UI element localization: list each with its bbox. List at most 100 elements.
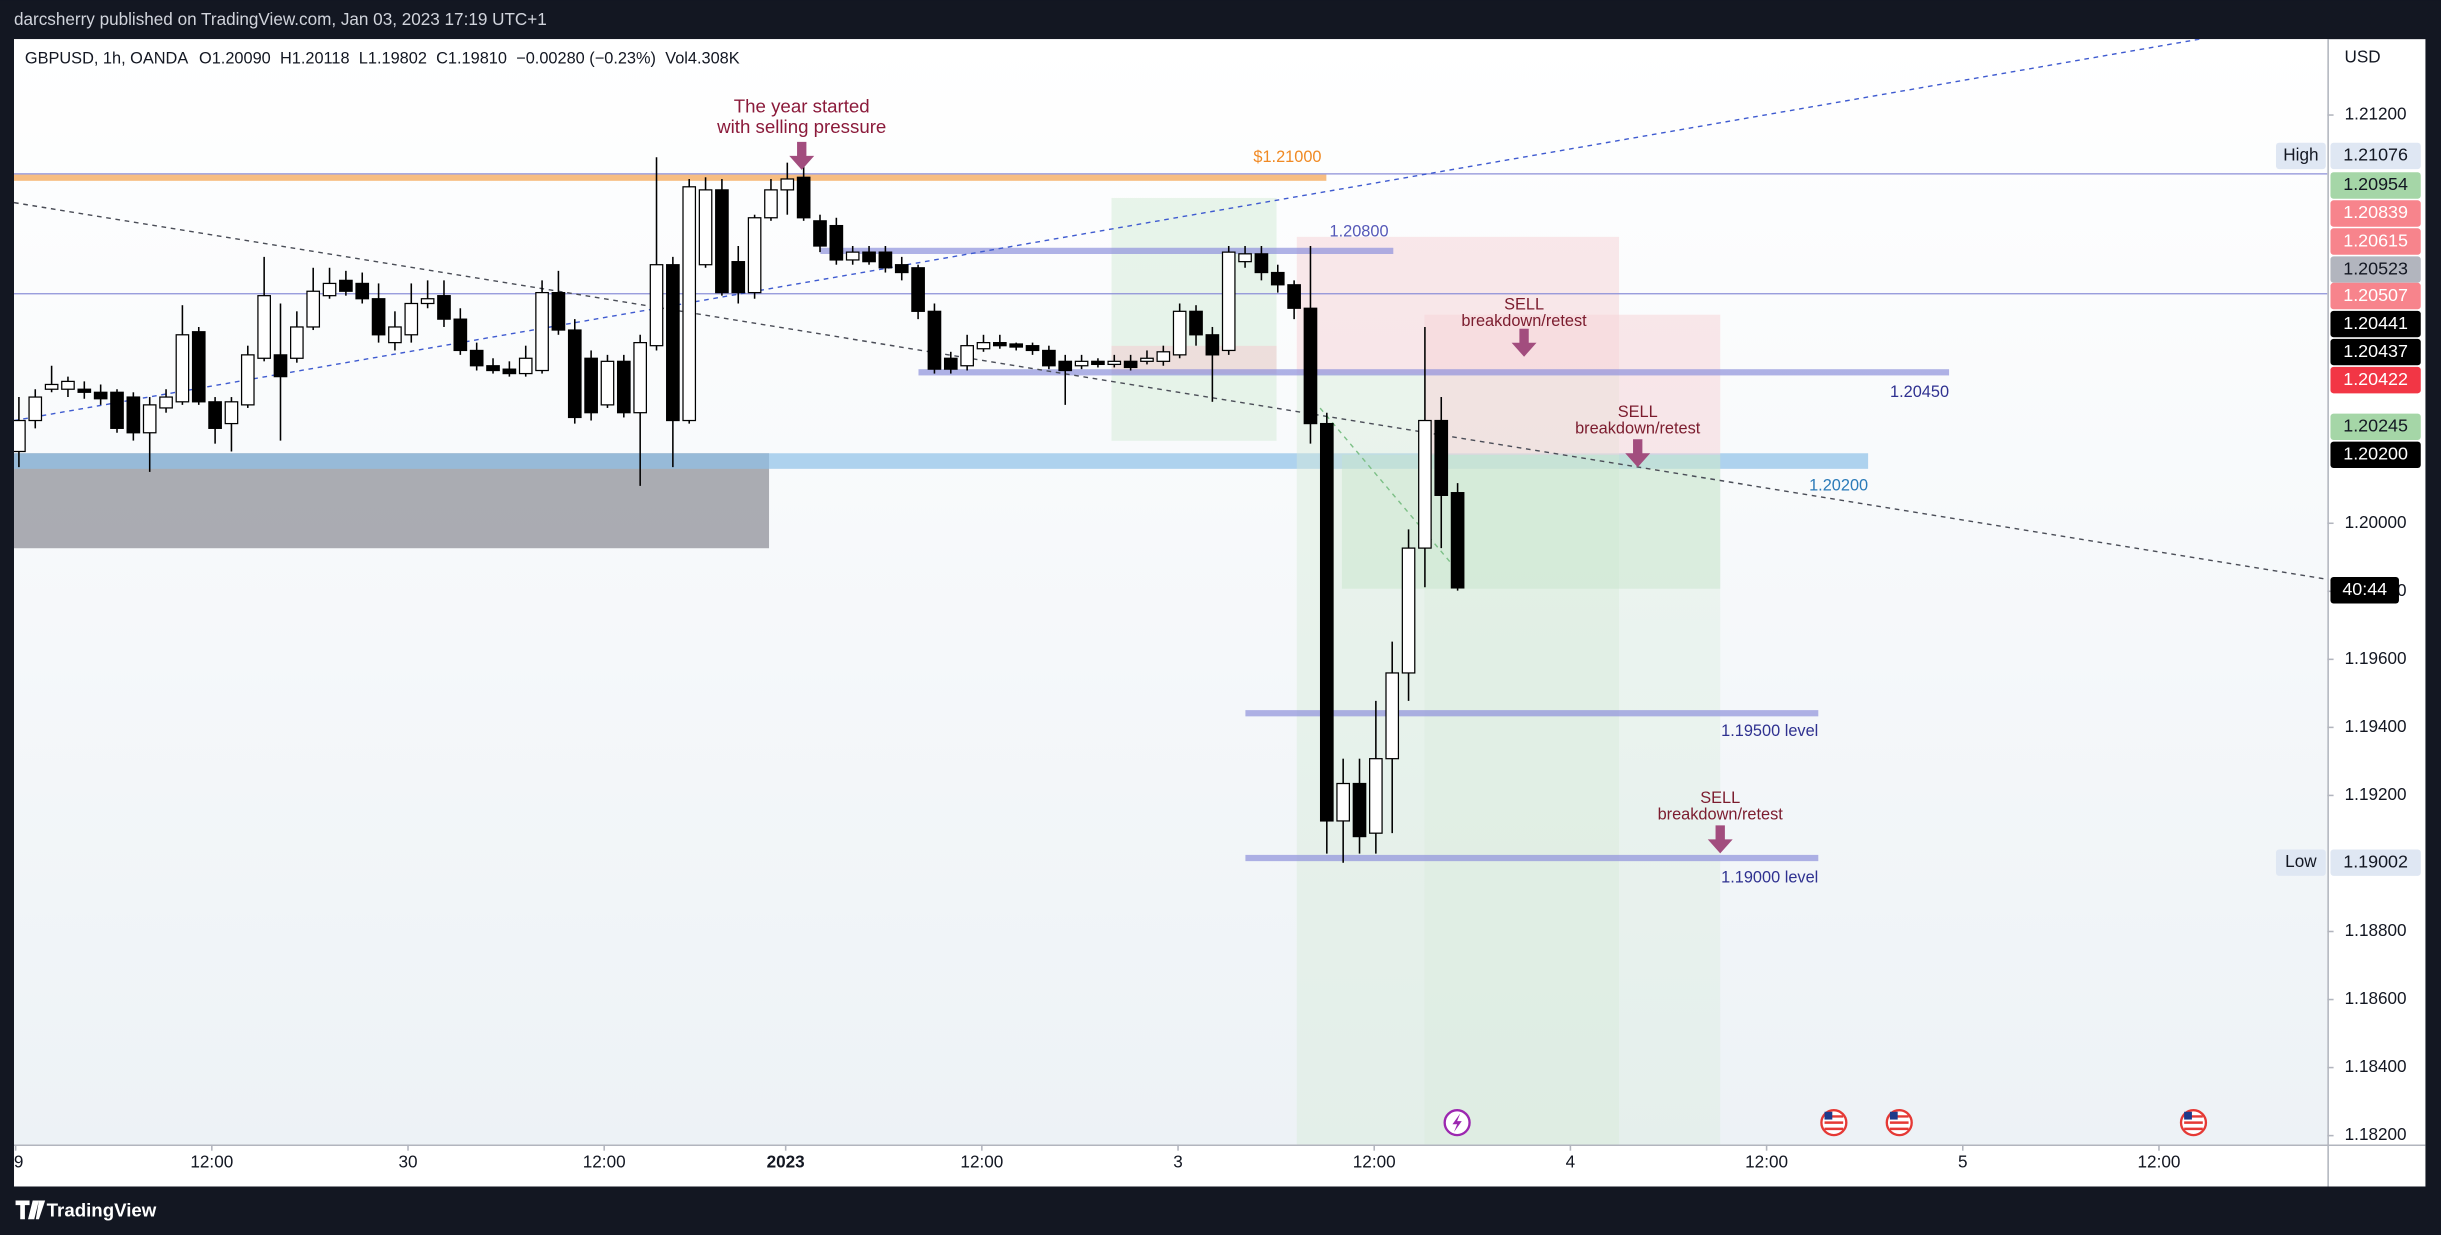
price-badge [2330,338,2421,366]
candle-body [747,217,762,294]
candle-body [780,178,795,191]
x-tick-label: 2023 [767,1153,805,1172]
arrow [1707,825,1733,854]
publisher: darcsherry published on TradingView.com,… [14,10,547,29]
candle-body [796,176,811,219]
candle-body [44,383,59,390]
candle-body [404,302,419,336]
candle-body [306,290,321,328]
candle-body [682,186,697,422]
price-badge-label: 1.20200 [2343,444,2408,464]
annotation: SELL [1700,789,1740,807]
candle-body [649,264,664,347]
trend-line [14,201,2328,581]
candle-body [61,380,75,390]
price-tag [2275,142,2326,170]
candle-body [1352,782,1367,838]
candle-body [420,298,435,305]
candle-body [191,331,206,403]
candle-body [927,310,942,370]
drawing-zone [14,174,1327,181]
plot-area [14,39,2328,1145]
price-badge [2330,366,2421,394]
y-tick-label: 1.19200 [2345,785,2407,804]
x-tick-label: 12:00 [190,1153,233,1172]
y-tick-label: 1.21200 [2345,105,2407,124]
drawing-zone [14,453,1869,469]
price-badge [2330,228,2421,255]
candle-body [1319,422,1334,822]
annotation: SELL [1618,403,1658,421]
candle-body [159,396,173,409]
candle-body [14,419,26,453]
drawing-zone [820,247,1394,254]
annotation: 1.20450 [1890,383,1949,401]
candle-body [1091,360,1105,366]
candle-body [175,334,190,403]
drawing-zone [1245,854,1819,862]
candle-body [1434,419,1449,496]
candle-body [388,326,402,344]
price-badge [2330,200,2421,227]
candle-body [339,279,353,292]
legend-symbol: GBPUSD, 1h, OANDA [25,50,188,68]
price-badge-label: 1.19002 [2343,851,2408,871]
candle-body [1221,251,1236,352]
candle-body [1074,360,1089,367]
price-badge [2330,577,2399,604]
candle-body [273,354,288,378]
candle-body [224,401,239,425]
candle-body [1205,334,1220,356]
price-badge [2330,142,2421,170]
currency: USD [2344,47,2380,66]
price-badge-label: 1.20507 [2343,285,2408,305]
price-badge-label: 1.20245 [2343,416,2408,436]
candle-body [829,224,844,261]
candle-body [845,251,860,261]
y-tick-label: 1.19400 [2345,717,2407,736]
candle-body [208,401,222,429]
price-badge-label: 1.20437 [2343,341,2408,361]
y-tick-label: 1.18600 [2345,989,2407,1008]
trend-line [14,39,2204,422]
annotation: 1.19500 level [1721,722,1818,740]
y-tick-label: 1.18400 [2345,1057,2407,1076]
candle-body [1385,672,1400,760]
candle-body [1042,349,1056,367]
annotation: $1.21000 [1253,148,1321,166]
candle-body [731,261,746,294]
candle-body [976,341,991,350]
price-badge-label: 1.20615 [2343,230,2408,250]
candle-body [257,295,271,359]
candle-body [437,295,451,320]
candle-body [290,326,304,359]
annotation: with selling pressure [716,116,886,137]
brand-logo: TradingView [15,1199,157,1220]
annotation: SELL [1504,296,1544,314]
x-tick-label: 12:00 [2138,1153,2181,1172]
candle-body [486,365,500,372]
brand: TradingView [47,1199,157,1220]
x-tick-label: 9 [14,1153,24,1172]
candle-body [813,220,827,247]
brand-icon [15,1200,46,1220]
candle-body [1140,357,1154,362]
candle-body [1270,271,1285,286]
x-tick-label: 12:00 [583,1153,626,1172]
x-tick-label: 12:00 [1745,1153,1788,1172]
y-tick-label: 1.18800 [2345,921,2407,940]
candle-body [1401,547,1416,674]
event-icon [1452,1113,1462,1133]
candle-body [862,251,876,263]
candle-body [1336,782,1350,822]
price-badge [2330,849,2421,876]
annotation: 1.19000 level [1721,869,1818,887]
drawing-zone [1341,454,1721,589]
drawing-zone [1245,710,1819,717]
candle-body [1369,758,1383,834]
price-badge-label: 1.20839 [2343,202,2408,222]
event-icon [1889,1111,1898,1120]
y-tick-label: 1.20000 [2345,513,2407,532]
candle-body [355,282,370,300]
